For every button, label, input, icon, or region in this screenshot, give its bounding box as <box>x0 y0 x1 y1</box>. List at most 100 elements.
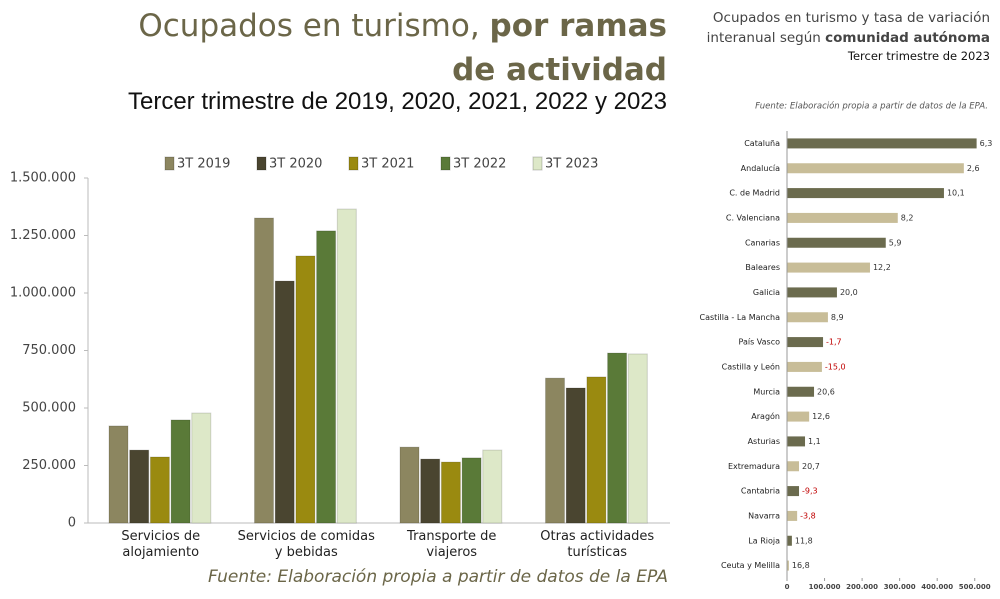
bar <box>149 456 170 524</box>
data-label: 20,6 <box>817 387 835 396</box>
y-tick-label: 250.000 <box>22 458 76 473</box>
bar <box>787 237 886 248</box>
title: Ocupados en turismo y tasa de variación … <box>706 10 990 46</box>
bar <box>787 411 810 422</box>
bar <box>787 138 977 149</box>
bar <box>787 486 800 497</box>
y-tick-label: Andalucía <box>741 164 780 173</box>
bar <box>399 446 420 524</box>
data-label: -1,7 <box>826 338 842 347</box>
bar <box>461 457 482 524</box>
data-label: -15,0 <box>825 362 846 371</box>
bar <box>191 412 212 524</box>
bar <box>565 387 586 524</box>
bar <box>787 337 824 348</box>
bar <box>787 188 944 199</box>
bar <box>787 212 898 223</box>
x-tick-label: 200.000 <box>846 583 878 591</box>
y-tick-label: 1.000.000 <box>10 286 76 301</box>
data-label: 1,1 <box>808 437 821 446</box>
y-tick-label: 750.000 <box>22 343 76 358</box>
bar <box>316 230 337 524</box>
y-tick-label: Castilla - La Mancha <box>700 313 781 322</box>
bar <box>787 163 964 174</box>
subtitle: Tercer trimestre de 2019, 2020, 2021, 20… <box>127 88 667 115</box>
legend-swatch <box>348 156 359 171</box>
x-tick-label: Servicios de alojamiento <box>121 529 201 560</box>
bar <box>295 255 316 524</box>
bar <box>787 461 800 472</box>
y-tick-label: Aragón <box>751 411 780 421</box>
y-tick-label: Extremadura <box>728 462 780 471</box>
y-tick-label: Castilla y León <box>722 361 780 371</box>
data-label: 20,0 <box>840 288 858 297</box>
x-tick-label: Transporte de viajeros <box>407 529 497 560</box>
data-label: 12,6 <box>812 412 830 421</box>
y-tick-label: 500.000 <box>22 401 76 416</box>
y-tick-label: 0 <box>68 516 76 531</box>
chart-title: Ocupados en turismo y tasa de variación … <box>690 8 990 48</box>
data-label: 2,6 <box>967 164 980 173</box>
y-tick-label: Ceuta y Melilla <box>721 561 780 570</box>
bar <box>787 535 792 546</box>
x-tick-label: Otras actividades turísticas <box>540 529 655 560</box>
bar <box>108 425 129 524</box>
bar <box>787 510 798 521</box>
bar <box>787 386 815 397</box>
y-tick-label: Asturias <box>748 437 780 446</box>
data-label: 12,2 <box>873 263 891 272</box>
legend-label: 3T 2021 <box>361 157 414 172</box>
title: Ocupados en turismo, <box>138 8 480 44</box>
bar <box>787 262 870 273</box>
bar <box>787 287 837 298</box>
title-bold: comunidad autónoma <box>825 30 990 46</box>
y-tick-label: Murcia <box>753 387 780 396</box>
title-bold: por ramas de actividad <box>452 8 667 88</box>
x-tick-label: 500.000 <box>959 583 991 591</box>
y-tick-label: Baleares <box>745 263 780 272</box>
legend-swatch <box>256 156 267 171</box>
x-tick-label: 100.000 <box>809 583 841 591</box>
data-label: 16,8 <box>792 561 810 570</box>
bar <box>586 376 607 524</box>
bar <box>129 449 150 524</box>
bar <box>787 560 789 571</box>
legend-label: 3T 2019 <box>177 157 230 172</box>
bar <box>482 449 503 524</box>
data-label: -9,3 <box>802 487 818 496</box>
y-tick-label: País Vasco <box>738 338 780 347</box>
source: Fuente: Elaboración propia a partir de d… <box>755 101 988 112</box>
bar <box>787 312 828 323</box>
subtitle: Tercer trimestre de 2023 <box>847 49 990 63</box>
data-label: 5,9 <box>889 238 902 247</box>
legend-swatch <box>164 156 175 171</box>
legend-label: 3T 2022 <box>453 157 506 172</box>
y-tick-label: 1.250.000 <box>10 228 76 243</box>
data-label: -3,8 <box>800 511 816 520</box>
y-tick-label: 1.500.000 <box>10 171 76 186</box>
source: Fuente: Elaboración propia a partir de d… <box>208 567 668 587</box>
data-label: 8,9 <box>831 313 844 322</box>
y-tick-label: Cantabria <box>741 487 780 496</box>
bar <box>420 458 441 524</box>
bar <box>787 436 806 447</box>
bar <box>440 461 461 524</box>
bar <box>274 280 295 524</box>
legend-label: 3T 2020 <box>269 157 322 172</box>
data-label: 10,1 <box>947 189 965 198</box>
x-tick-label: 400.000 <box>921 583 953 591</box>
data-label: 8,2 <box>901 213 914 222</box>
bar <box>170 419 191 524</box>
bar <box>607 352 628 524</box>
legend-swatch <box>532 156 543 171</box>
x-tick-label: 300.000 <box>884 583 916 591</box>
x-tick-label: Servicios de comidas y bebidas <box>237 529 375 560</box>
x-tick-label: 0 <box>785 583 790 591</box>
bar <box>254 217 274 524</box>
data-label: 11,8 <box>795 536 813 545</box>
bar <box>787 361 822 372</box>
y-tick-label: Galicia <box>753 288 780 297</box>
y-tick-label: C. Valenciana <box>726 213 780 222</box>
bar <box>627 353 648 524</box>
